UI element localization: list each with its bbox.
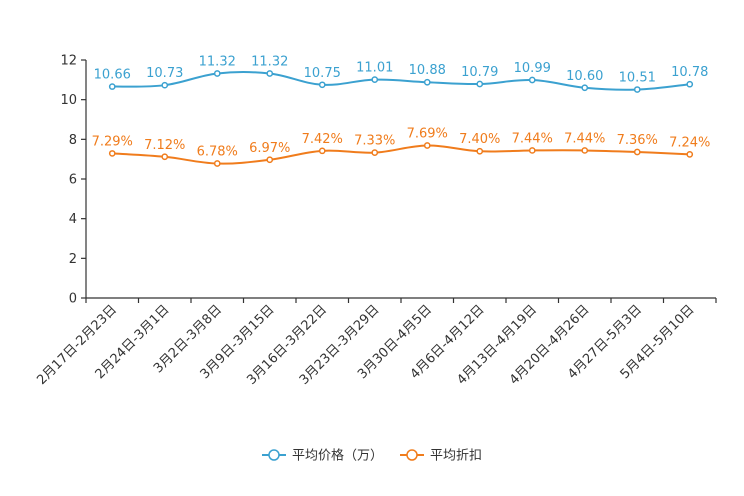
data-point — [423, 78, 431, 86]
legend-item-1[interactable]: 平均折扣 — [400, 449, 482, 464]
data-point — [581, 147, 589, 154]
data-label: 10.99 — [514, 61, 551, 76]
data-label: 10.51 — [619, 71, 656, 86]
y-tick-label: 0 — [69, 292, 77, 307]
y-tick-label: 12 — [60, 54, 77, 69]
data-point — [528, 147, 536, 154]
data-label: 11.01 — [356, 61, 393, 76]
data-point — [108, 83, 116, 90]
data-label: 7.44% — [512, 131, 553, 146]
data-label: 7.42% — [302, 132, 343, 147]
series-lines — [112, 70, 690, 165]
y-tick-label: 8 — [69, 133, 77, 148]
data-point — [266, 156, 274, 164]
data-label: 7.40% — [459, 132, 500, 147]
data-label: 7.36% — [617, 133, 658, 148]
data-label: 11.32 — [251, 54, 288, 69]
data-label: 10.60 — [566, 69, 603, 84]
y-tick-label: 6 — [69, 173, 77, 188]
series-points — [108, 70, 694, 167]
data-labels: 10.66 10.73 11.32 11.32 10.75 11.01 10.88 10.79… — [92, 54, 711, 159]
series-line-0 — [112, 70, 690, 91]
legend-marker — [406, 449, 418, 461]
y-tick-label: 10 — [60, 93, 77, 108]
data-point — [686, 151, 694, 158]
data-point — [161, 81, 169, 89]
data-point — [266, 70, 274, 77]
data-point — [108, 150, 116, 157]
data-label: 6.97% — [249, 141, 290, 156]
data-label: 10.66 — [94, 68, 131, 83]
data-point — [371, 149, 379, 156]
data-point — [371, 76, 379, 83]
data-label: 7.12% — [144, 138, 185, 153]
data-point — [528, 76, 536, 84]
data-label: 6.78% — [197, 145, 238, 160]
legend-marker — [268, 449, 280, 461]
data-label: 7.24% — [669, 135, 710, 150]
data-point — [686, 80, 694, 88]
series-line-1 — [112, 144, 690, 165]
data-label: 10.88 — [409, 63, 446, 78]
legend-label: 平均价格（万） — [292, 448, 383, 464]
data-point — [161, 153, 169, 161]
data-label: 10.73 — [146, 66, 183, 81]
legend-label: 平均折扣 — [430, 449, 482, 464]
data-label: 7.33% — [354, 134, 395, 149]
data-label: 10.75 — [304, 66, 341, 81]
data-point — [318, 81, 326, 89]
legend-item-0[interactable]: 平均价格（万） — [262, 448, 383, 464]
legend[interactable]: 平均价格（万） 平均折扣 — [262, 448, 482, 464]
data-label: 7.69% — [407, 126, 448, 141]
data-point — [581, 84, 589, 92]
data-point — [633, 86, 641, 93]
y-tick-label: 4 — [69, 212, 77, 227]
data-label: 7.44% — [564, 131, 605, 146]
data-point — [476, 147, 484, 155]
y-tick-label: 2 — [69, 252, 77, 267]
data-label: 10.78 — [671, 65, 708, 80]
data-label: 11.32 — [199, 54, 236, 69]
data-point — [423, 142, 431, 149]
data-label: 7.29% — [92, 134, 133, 149]
data-point — [633, 148, 641, 156]
data-point — [213, 70, 221, 77]
data-point — [476, 80, 484, 88]
data-point — [318, 147, 326, 155]
data-point — [213, 160, 221, 167]
axes: 0246810122月17日-2月23日2月24日-3月1日3月2日-3月8日3… — [34, 54, 717, 388]
data-label: 10.79 — [461, 65, 498, 80]
